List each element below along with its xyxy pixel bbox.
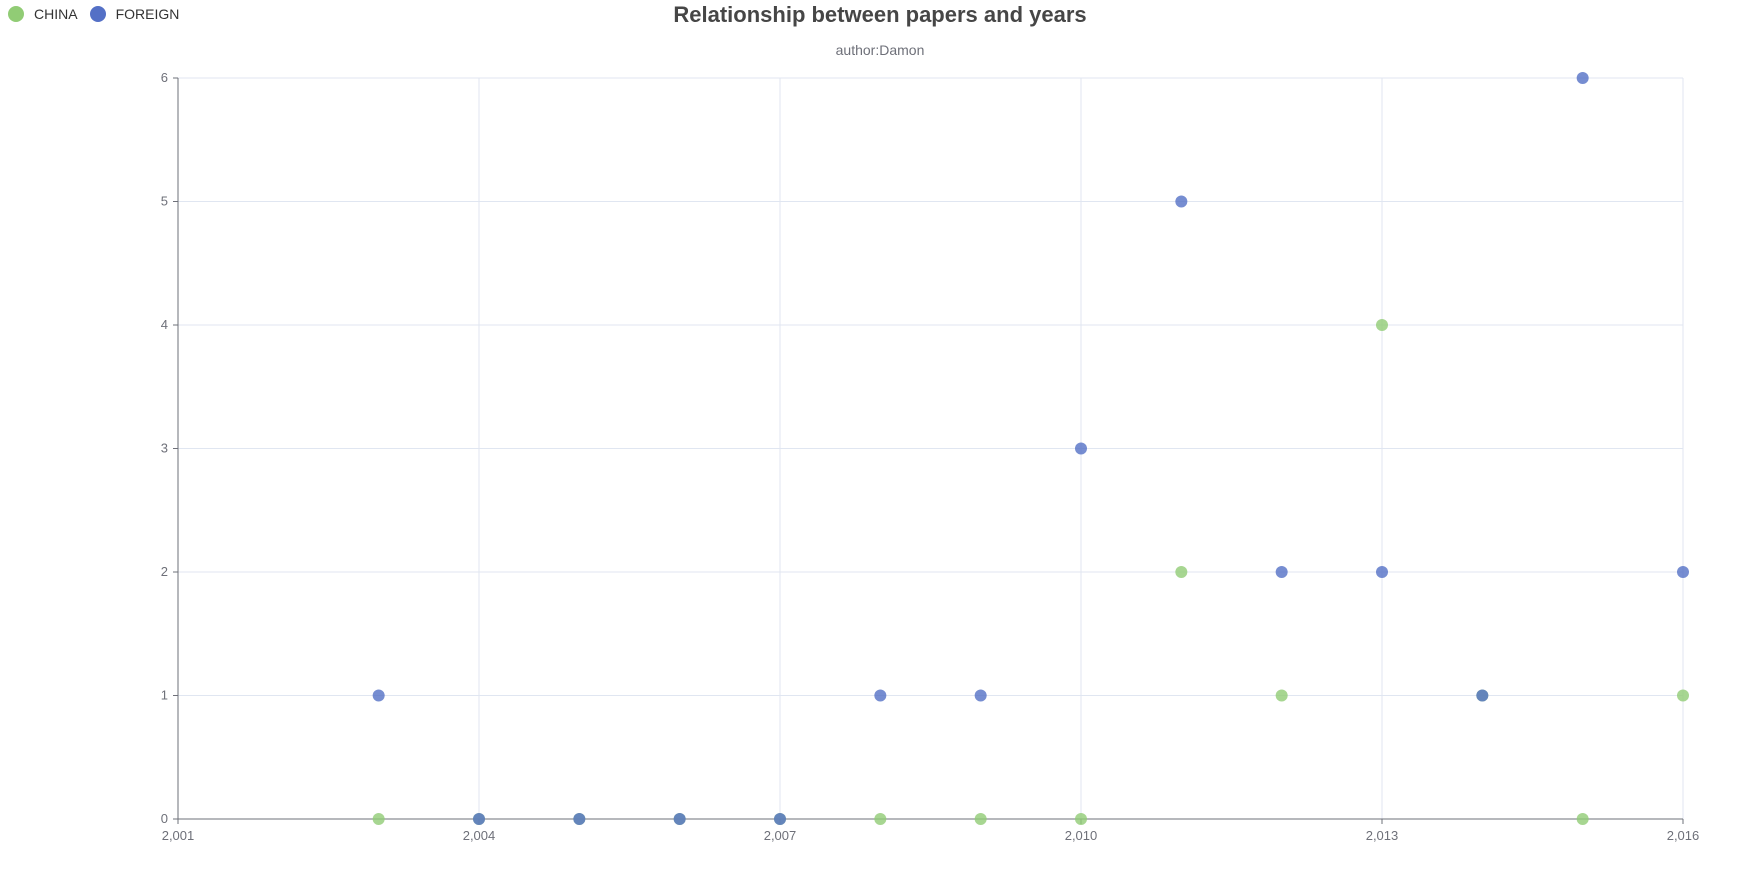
point-foreign-10 — [1376, 566, 1388, 578]
point-foreign-6 — [974, 689, 987, 702]
point-china-10 — [1376, 319, 1388, 331]
y-tick-label-2: 2 — [161, 564, 168, 579]
legend-label-china: CHINA — [34, 6, 78, 22]
point-china-6 — [974, 813, 987, 825]
point-foreign-3 — [673, 813, 686, 825]
point-foreign-8 — [1175, 195, 1188, 208]
point-china-7 — [1075, 813, 1087, 825]
point-china-8 — [1175, 566, 1188, 578]
point-foreign-1 — [473, 813, 485, 825]
point-china-13 — [1677, 689, 1689, 702]
y-tick-label-0: 0 — [161, 811, 168, 826]
point-foreign-9 — [1275, 566, 1288, 578]
point-foreign-2 — [573, 813, 586, 825]
point-china-9 — [1275, 689, 1288, 702]
chart-title: Relationship between papers and years — [673, 2, 1087, 27]
x-tick-label-3: 2,010 — [1065, 828, 1098, 843]
x-tick-label-1: 2,004 — [463, 828, 496, 843]
y-tick-label-1: 1 — [161, 688, 168, 703]
legend-item-china[interactable]: CHINA — [8, 6, 78, 22]
legend-item-foreign[interactable]: FOREIGN — [89, 6, 180, 22]
legend-label-foreign: FOREIGN — [115, 6, 180, 22]
point-china-0 — [372, 813, 385, 825]
point-china-5 — [874, 813, 887, 825]
x-tick-label-0: 2,001 — [162, 828, 195, 843]
point-foreign-13 — [1677, 566, 1689, 578]
y-tick-label-6: 6 — [161, 70, 168, 85]
y-tick-label-5: 5 — [161, 194, 168, 209]
x-tick-label-2: 2,007 — [764, 828, 797, 843]
chart-subtitle: author:Damon — [835, 42, 925, 58]
point-china-12 — [1576, 813, 1589, 825]
point-foreign-12 — [1576, 72, 1589, 84]
point-foreign-11 — [1476, 689, 1489, 702]
legend: CHINA FOREIGN — [8, 6, 191, 22]
point-foreign-0 — [372, 689, 385, 702]
x-tick-label-4: 2,013 — [1366, 828, 1399, 843]
point-foreign-4 — [774, 813, 786, 825]
x-tick-label-5: 2,016 — [1667, 828, 1700, 843]
y-tick-label-3: 3 — [161, 441, 168, 456]
legend-swatch-china — [8, 6, 24, 22]
legend-swatch-foreign — [89, 6, 106, 22]
y-tick-label-4: 4 — [161, 317, 168, 332]
point-foreign-5 — [874, 689, 887, 702]
point-foreign-7 — [1075, 442, 1087, 455]
